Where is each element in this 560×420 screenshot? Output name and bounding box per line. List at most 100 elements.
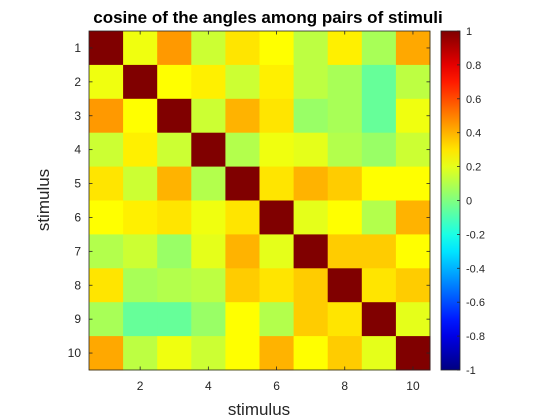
heatmap-cell-r1-c9 (361, 31, 397, 66)
heatmap-cell-r4-c9 (361, 132, 397, 168)
heatmap-cell-r9-c1 (89, 302, 124, 337)
x-tick-label: 10 (406, 379, 420, 393)
heatmap-cell-r2-c8 (327, 64, 363, 100)
heatmap-cell-r9-c3 (157, 302, 192, 337)
colorbar-tick-label: 0.4 (466, 128, 481, 140)
heatmap-cell-r6-c10 (395, 200, 431, 235)
y-tick-label: 10 (68, 346, 82, 360)
y-tick-label: 6 (74, 210, 81, 224)
x-tick-label: 8 (341, 379, 348, 393)
heatmap-cells (89, 31, 431, 371)
heatmap-cell-r8-c1 (89, 268, 124, 303)
colorbar-tick-label: -0.8 (466, 331, 485, 343)
colorbar-tick-label: -0.4 (466, 263, 485, 275)
heatmap-cell-r9-c5 (225, 302, 260, 337)
heatmap-cell-r5-c6 (259, 166, 295, 201)
heatmap-cell-r2-c10 (395, 64, 431, 100)
heatmap-cell-r3-c6 (259, 98, 295, 134)
heatmap-cell-r5-c1 (89, 166, 124, 201)
heatmap-cell-r4-c8 (327, 132, 363, 168)
heatmap-cell-r5-c7 (293, 166, 329, 201)
heatmap-cell-r4-c2 (123, 132, 158, 168)
heatmap-cell-r4-c4 (191, 132, 226, 168)
heatmap-cell-r2-c7 (293, 64, 329, 100)
heatmap-cell-r2-c6 (259, 64, 295, 100)
heatmap-cell-r3-c10 (395, 98, 431, 134)
heatmap-cell-r1-c2 (123, 31, 158, 66)
heatmap-cell-r10-c7 (293, 336, 329, 371)
colorbar-tick-label: 0.8 (466, 60, 481, 72)
heatmap-cell-r7-c10 (395, 234, 431, 269)
heatmap-cell-r10-c2 (123, 336, 158, 371)
heatmap-cell-r6-c6 (259, 200, 295, 235)
heatmap-cell-r10-c10 (395, 336, 431, 371)
heatmap-cell-r10-c8 (327, 336, 363, 371)
y-axis-label: stimulus (34, 169, 53, 231)
heatmap-cell-r7-c2 (123, 234, 158, 269)
heatmap-cell-r2-c3 (157, 64, 192, 100)
heatmap-cell-r4-c10 (395, 132, 431, 168)
x-axis-ticks: 2 4 6 8 10 (137, 31, 420, 393)
heatmap-cell-r10-c3 (157, 336, 192, 371)
y-tick-label: 9 (74, 312, 81, 326)
y-tick-label: 7 (74, 244, 81, 258)
colorbar-tick-label: -1 (466, 365, 476, 377)
heatmap-cell-r8-c2 (123, 268, 158, 303)
heatmap-cell-r8-c4 (191, 268, 226, 303)
heatmap-cell-r1-c3 (157, 31, 192, 66)
heatmap-cell-r3-c5 (225, 98, 260, 134)
heatmap-cell-r7-c9 (361, 234, 397, 269)
heatmap-cell-r9-c4 (191, 302, 226, 337)
heatmap-cell-r6-c2 (123, 200, 158, 235)
heatmap-cell-r1-c8 (327, 31, 363, 66)
heatmap-cell-r9-c6 (259, 302, 295, 337)
heatmap-cell-r7-c4 (191, 234, 226, 269)
y-tick-label: 1 (74, 41, 81, 55)
heatmap-cell-r2-c1 (89, 64, 124, 100)
heatmap-cell-r3-c7 (293, 98, 329, 134)
heatmap-cell-r7-c1 (89, 234, 124, 269)
heatmap-cell-r8-c10 (395, 268, 431, 303)
heatmap-cell-r3-c3 (157, 98, 192, 134)
heatmap-cell-r7-c5 (225, 234, 260, 269)
x-tick-label: 6 (273, 379, 280, 393)
plot-frame (88, 30, 431, 371)
heatmap-cell-r1-c6 (259, 31, 295, 66)
heatmap-cell-r7-c6 (259, 234, 295, 269)
heatmap-cell-r9-c8 (327, 302, 363, 337)
heatmap-cell-r3-c2 (123, 98, 158, 134)
y-tick-label: 2 (74, 75, 81, 89)
heatmap-cell-r6-c8 (327, 200, 363, 235)
heatmap-cell-r3-c8 (327, 98, 363, 134)
heatmap-cell-r4-c3 (157, 132, 192, 168)
colorbar-tick-label: 0.6 (466, 94, 481, 106)
heatmap-cell-r6-c7 (293, 200, 329, 235)
heatmap-cell-r8-c3 (157, 268, 192, 303)
heatmap-cell-r5-c10 (395, 166, 431, 201)
heatmap-cell-r2-c2 (123, 64, 158, 100)
heatmap-cell-r6-c3 (157, 200, 192, 235)
heatmap-cell-r1-c7 (293, 31, 329, 66)
y-tick-label: 5 (74, 177, 81, 191)
y-tick-label: 4 (74, 143, 81, 157)
x-tick-label: 4 (205, 379, 212, 393)
heatmap-cell-r3-c9 (361, 98, 397, 134)
heatmap-cell-r5-c8 (327, 166, 363, 201)
heatmap-cell-r4-c5 (225, 132, 260, 168)
heatmap-cell-r4-c7 (293, 132, 329, 168)
heatmap-cell-r1-c4 (191, 31, 226, 66)
y-tick-label: 8 (74, 278, 81, 292)
heatmap-cell-r9-c2 (123, 302, 158, 337)
heatmap-cell-r2-c4 (191, 64, 226, 100)
heatmap-cell-r8-c9 (361, 268, 397, 303)
heatmap-cell-r8-c5 (225, 268, 260, 303)
heatmap-cell-r5-c3 (157, 166, 192, 201)
heatmap-cell-r5-c4 (191, 166, 226, 201)
heatmap-cell-r2-c9 (361, 64, 397, 100)
heatmap-cell-r8-c7 (293, 268, 329, 303)
heatmap-cell-r6-c5 (225, 200, 260, 235)
colorbar-tick-label: -0.6 (466, 297, 485, 309)
heatmap-cell-r5-c9 (361, 166, 397, 201)
heatmap-cell-r10-c9 (361, 336, 397, 371)
